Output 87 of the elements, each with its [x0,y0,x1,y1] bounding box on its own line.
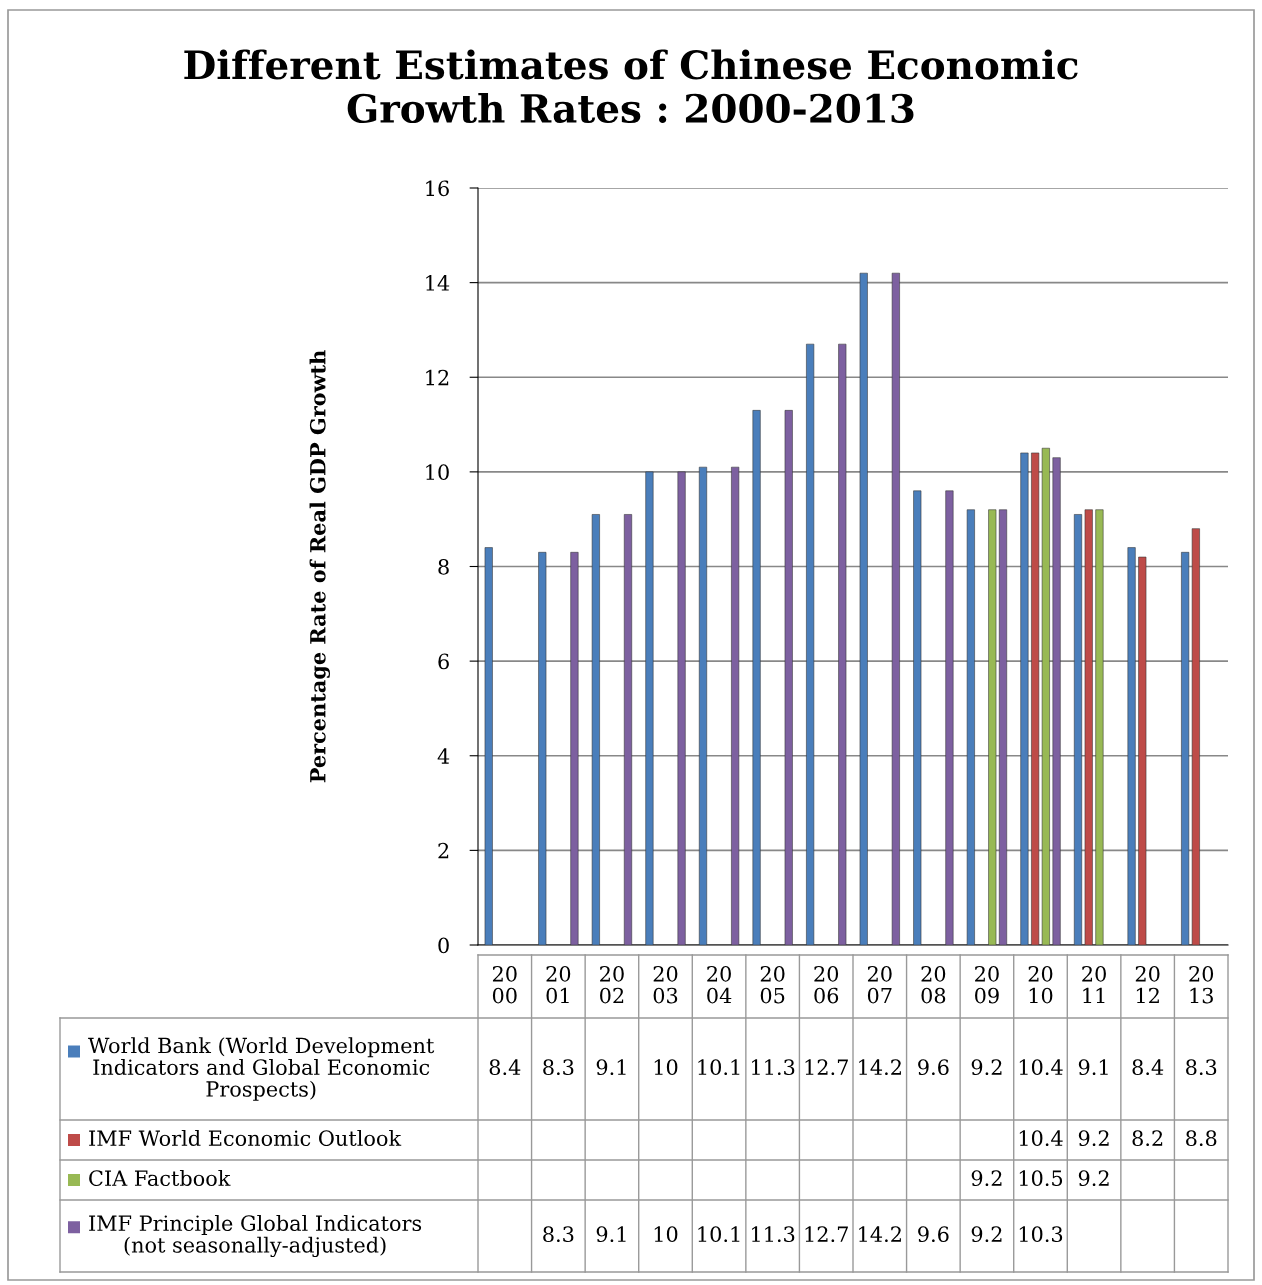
x-tick-label: 20 07 [867,965,892,1004]
data-label: 10.5 [1019,1170,1063,1187]
x-tick-label: 20 02 [600,965,624,1004]
data-label: 9.2 [1078,1130,1109,1147]
data-label: 10.1 [698,1226,740,1243]
x-tick-label: 20 13 [1189,965,1214,1004]
bar [1095,509,1104,945]
data-label: 9.6 [918,1226,949,1243]
y-tick-label: 8 [438,558,449,575]
x-tick-label: 20 06 [814,965,839,1004]
bar [838,343,847,945]
data-label: 10.1 [698,1059,740,1076]
bar [945,490,954,945]
data-label: 8.4 [489,1059,521,1076]
bar [752,410,761,945]
x-tick-label: 20 08 [921,965,946,1004]
x-tick-label: 20 00 [492,965,517,1004]
data-label: 9.1 [596,1226,626,1243]
data-label: 8.3 [543,1226,574,1243]
data-label: 9.2 [971,1170,1002,1187]
data-label: 14.2 [859,1059,901,1076]
bar [645,471,654,945]
data-label: 11.3 [751,1226,795,1243]
data-label: 9.6 [918,1059,949,1076]
x-tick-label: 20 10 [1028,965,1053,1004]
bar [484,547,493,945]
bar [1138,556,1147,945]
data-label: 10.4 [1019,1059,1063,1076]
bar [1084,509,1093,945]
x-tick-label: 20 03 [653,965,678,1004]
y-axis-title: Percentage Rate of Real GDP Growth [309,350,330,783]
data-label: 8.4 [1132,1059,1164,1076]
bar [677,471,686,945]
bar [570,552,579,945]
bar [1020,452,1029,945]
bar [698,466,708,945]
legend-label: CIA Factbook [89,1169,231,1187]
bar [859,272,868,945]
y-tick-label: 16 [426,180,449,197]
chart-title: Different Estimates of Chinese Economic Growth Rates : 2000-2013 [184,49,1078,124]
data-label: 9.2 [971,1059,1002,1076]
y-tick-label: 2 [438,842,449,859]
bar [913,490,922,945]
y-tick-label: 10 [426,464,449,481]
bar [1073,514,1083,945]
bar [731,466,740,945]
y-tick-label: 6 [438,653,449,670]
x-tick-label: 20 04 [707,965,732,1004]
y-tick-label: 0 [438,937,449,954]
bar [988,509,997,945]
x-tick-label: 20 05 [760,965,785,1004]
bar [891,272,900,945]
legend-label: IMF World Economic Outlook [89,1129,402,1147]
y-tick-label: 12 [426,369,449,386]
data-label: 14.2 [859,1226,901,1243]
x-tick-label: 20 12 [1135,965,1160,1004]
bar [623,514,633,945]
data-label: 9.2 [1078,1170,1109,1187]
data-label: 9.1 [1078,1059,1108,1076]
bar [538,552,547,945]
data-label: 8.2 [1132,1130,1163,1147]
bar [784,410,793,945]
bar [806,343,815,945]
data-label: 8.3 [543,1059,574,1076]
data-label: 8.8 [1186,1130,1217,1147]
data-label: 10.3 [1019,1226,1063,1243]
data-label: 9.1 [596,1059,626,1076]
y-tick-label: 4 [437,748,450,764]
x-tick-label: 20 09 [975,965,999,1004]
legend-label: IMF Principle Global Indicators (not seasonally-adjusted) [89,1214,422,1258]
data-label: 10 [654,1226,678,1243]
bar [1052,457,1061,945]
x-tick-label: 20 11 [1082,965,1106,1004]
y-tick-label: 14 [426,275,450,291]
data-label: 9.2 [971,1226,1002,1243]
data-label: 10 [654,1059,678,1076]
data-label: 11.3 [751,1059,795,1076]
data-label: 10.4 [1019,1130,1063,1147]
bar [591,514,600,945]
bar [1127,547,1136,945]
x-tick-label: 20 01 [546,965,571,1004]
legend-label: World Bank (World Development Indicators and Global Economic Prospects) [88,1037,435,1101]
data-label: 12.7 [805,1226,848,1243]
bar [998,509,1008,945]
data-label: 12.7 [805,1059,848,1076]
bar [966,509,975,945]
data-label: 8.3 [1186,1059,1217,1076]
